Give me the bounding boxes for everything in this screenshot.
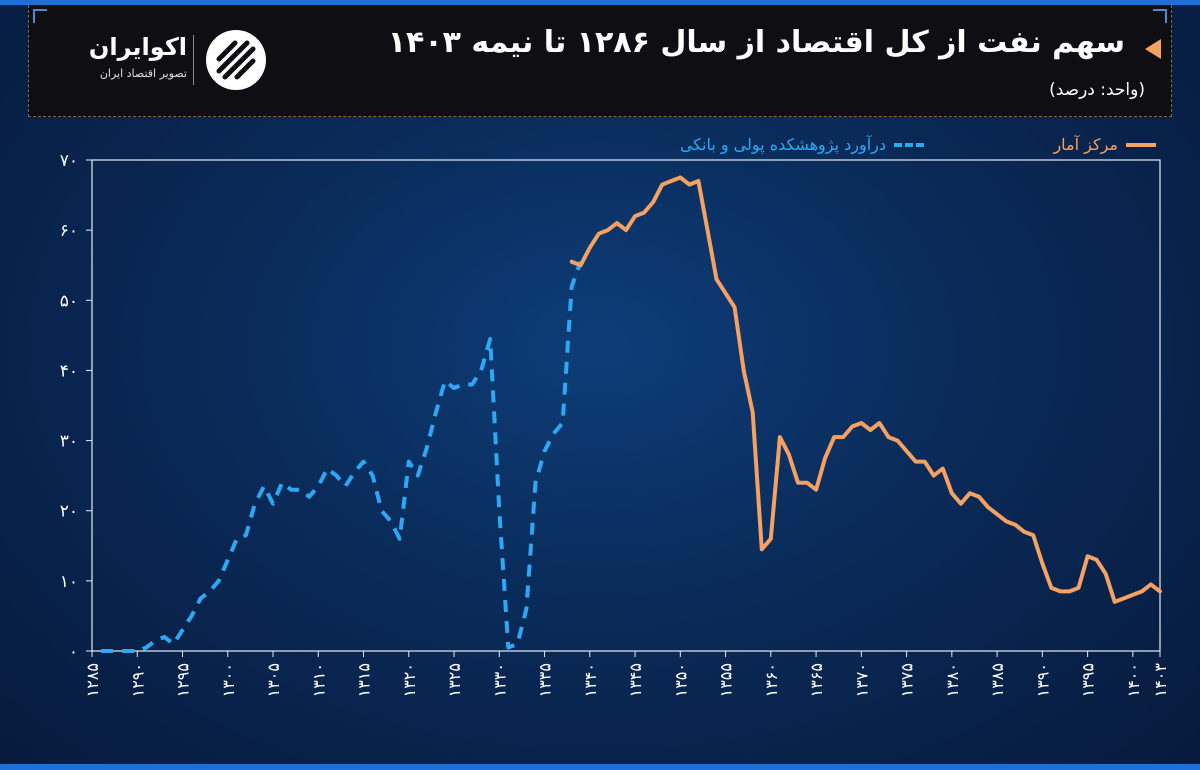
x-tick-label: ۱۳۲۵: [445, 663, 464, 697]
x-tick-label: ۱۳۶۵: [807, 663, 826, 697]
x-tick-label: ۱۳۳۵: [536, 663, 555, 697]
y-tick-label: ۷۰: [60, 151, 78, 171]
x-tick-label: ۱۳۵۰: [671, 663, 690, 697]
top-accent-bar: [0, 0, 1200, 5]
series-line-pajooheshkade: [101, 261, 583, 653]
x-tick-label: ۱۳۹۰: [1033, 663, 1052, 697]
x-tick-label: ۱۳۰۵: [264, 663, 283, 697]
header-corner-left: [33, 9, 47, 23]
x-tick-label: ۱۳۹۵: [1079, 663, 1098, 697]
y-tick-label: ۴۰: [60, 361, 78, 381]
x-tick-label: ۱۳۲۰: [400, 663, 419, 697]
x-tick-label: ۱۳۱۵: [355, 663, 374, 697]
x-tick-label: ۱۲۹۰: [128, 663, 147, 697]
x-tick-label: ۱۳۷۵: [898, 663, 917, 697]
header-panel: سهم نفت از کل اقتصاد از سال ۱۲۸۶ تا نیمه…: [28, 5, 1172, 117]
bottom-accent-bar: [0, 764, 1200, 770]
x-tick-label: ۱۳۱۰: [309, 663, 328, 697]
x-tick-label: ۱۳۶۰: [762, 663, 781, 697]
x-tick-label: ۱۲۹۵: [174, 663, 193, 697]
y-tick-label: ۶۰: [60, 221, 78, 241]
logo-tagline: تصویر اقتصاد ایران: [99, 67, 187, 80]
logo-icon: [206, 30, 266, 90]
x-tick-label: ۱۴۰۰: [1124, 663, 1143, 697]
logo-name: اکوایران: [88, 33, 187, 61]
y-tick-label: ۲۰: [60, 502, 78, 522]
x-tick-label: ۱۳۷۰: [852, 663, 871, 697]
header-corner-right: [1153, 9, 1167, 23]
x-tick-label: ۱۳۸۵: [988, 663, 1007, 697]
y-tick-label: ۱۰: [60, 572, 78, 592]
chart-legend: مرکز آمار درآورد پژوهشکده پولی و بانکی: [36, 134, 1156, 160]
x-tick-label: ۱۲۸۵: [83, 663, 102, 697]
x-tick-label: ۱۳۸۰: [943, 663, 962, 697]
y-tick-label: ۵۰: [60, 291, 78, 311]
chart-unit-label: (واحد: درصد): [1049, 80, 1145, 100]
x-tick-label: ۱۳۵۵: [717, 663, 736, 697]
x-tick-label: ۱۳۴۵: [626, 663, 645, 697]
legend-label: درآورد پژوهشکده پولی و بانکی: [679, 135, 886, 154]
legend-label: مرکز آمار: [1053, 135, 1118, 154]
y-tick-label: ۰: [69, 642, 78, 662]
logo-divider: [193, 35, 194, 85]
logo: اکوایران تصویر اقتصاد ایران: [43, 29, 283, 93]
plot-frame: [91, 159, 1161, 652]
legend-item-pajooheshkade: درآورد پژوهشکده پولی و بانکی: [680, 134, 924, 154]
x-tick-label: ۱۳۴۰: [581, 663, 600, 697]
legend-item-markaz-amar: مرکز آمار: [1053, 134, 1156, 154]
x-tick-label: ۱۴۰۳: [1151, 663, 1170, 698]
legend-swatch-orange: [1126, 142, 1156, 147]
y-tick-label: ۳۰: [60, 432, 78, 452]
series-line-markaz-amar: [569, 175, 1162, 604]
legend-swatch-blue: [894, 142, 924, 147]
chart-title: سهم نفت از کل اقتصاد از سال ۱۲۸۶ تا نیمه…: [387, 25, 1125, 60]
x-tick-label: ۱۳۰۰: [219, 663, 238, 697]
x-tick-label: ۱۳۳۰: [490, 663, 509, 697]
title-marker-icon: [1145, 39, 1161, 59]
